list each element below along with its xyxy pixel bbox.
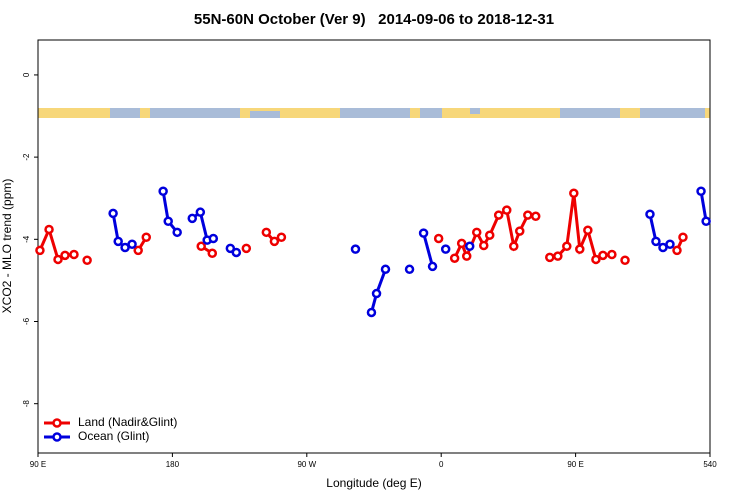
data-point — [591, 254, 601, 265]
x-axis-title: Longitude (deg E) — [326, 476, 421, 490]
data-point — [598, 250, 608, 261]
data-point — [440, 244, 451, 254]
data-point — [196, 241, 206, 252]
y-tick-label: -4 — [22, 235, 31, 243]
data-point — [133, 245, 143, 256]
data-point — [678, 232, 688, 243]
data-point — [208, 233, 219, 244]
data-point — [493, 210, 504, 220]
data-point — [479, 240, 489, 251]
data-point — [60, 250, 70, 261]
legend-label: Ocean (Glint) — [78, 429, 149, 443]
data-point — [672, 245, 682, 256]
legend: Land (Nadir&Glint)Ocean (Glint) — [44, 415, 177, 443]
y-tick-label: -6 — [22, 317, 31, 325]
data-point — [172, 227, 182, 238]
y-tick-label: -8 — [22, 400, 31, 408]
data-point — [562, 241, 572, 252]
data-point — [366, 307, 377, 318]
data-point — [225, 243, 236, 254]
data-point — [553, 251, 563, 261]
data-point — [69, 249, 79, 260]
data-point — [701, 216, 711, 226]
data-point — [108, 208, 118, 219]
data-point — [44, 224, 54, 235]
data-point — [569, 188, 579, 199]
data-point — [195, 207, 206, 217]
data-point — [461, 251, 472, 261]
data-point — [433, 233, 444, 244]
map-strip — [38, 108, 710, 118]
series-line — [422, 232, 434, 267]
series-line — [161, 190, 179, 234]
data-point — [607, 249, 617, 260]
data-point — [509, 241, 519, 252]
data-point — [163, 216, 173, 226]
data-point — [456, 238, 467, 249]
legend-label: Land (Nadir&Glint) — [78, 415, 177, 429]
data-point — [207, 248, 218, 259]
data-point — [418, 228, 429, 238]
data-point — [261, 227, 272, 238]
data-point — [545, 252, 555, 263]
data-point — [502, 205, 512, 215]
data-point — [471, 227, 482, 238]
data-point — [514, 226, 525, 236]
data-point — [620, 255, 630, 266]
data-point — [127, 239, 137, 249]
data-point — [523, 210, 533, 220]
x-tick-label: 90 E — [30, 460, 46, 469]
x-tick-label: 90 E — [567, 460, 583, 469]
data-point — [449, 253, 460, 263]
data-point — [113, 236, 123, 247]
data-point — [665, 239, 675, 249]
data-point — [231, 247, 242, 258]
chart-title: 55N-60N October (Ver 9) 2014-09-06 to 20… — [194, 11, 554, 28]
y-axis-title: XCO2 - MLO trend (ppm) — [0, 179, 14, 314]
data-point — [404, 264, 415, 275]
data-point — [141, 232, 152, 243]
data-point — [530, 211, 541, 222]
x-tick-label: 540 — [703, 460, 717, 469]
legend-marker — [52, 432, 62, 442]
data-point — [371, 288, 382, 299]
y-tick-label: 0 — [22, 72, 31, 77]
data-point — [583, 225, 593, 236]
data-point — [350, 244, 361, 254]
x-tick-label: 0 — [439, 460, 444, 469]
data-point — [484, 230, 495, 240]
x-tick-label: 180 — [166, 460, 180, 469]
data-point — [276, 232, 287, 243]
y-tick-label: -2 — [22, 153, 31, 161]
data-point — [427, 261, 438, 272]
data-point — [82, 255, 92, 266]
data-point — [651, 236, 661, 247]
data-point — [645, 209, 655, 219]
data-point — [658, 242, 668, 253]
x-tick-label: 90 W — [297, 460, 316, 469]
data-point — [464, 241, 475, 252]
data-point — [575, 244, 585, 254]
data-point — [696, 186, 706, 196]
data-point — [120, 242, 130, 253]
data-point — [241, 243, 252, 254]
data-point — [269, 236, 280, 247]
data-point — [35, 245, 45, 256]
data-point — [158, 186, 168, 196]
data-point — [380, 264, 391, 275]
data-point — [187, 213, 198, 224]
data-point — [53, 254, 63, 265]
legend-marker — [52, 418, 62, 428]
series-line — [699, 190, 708, 222]
